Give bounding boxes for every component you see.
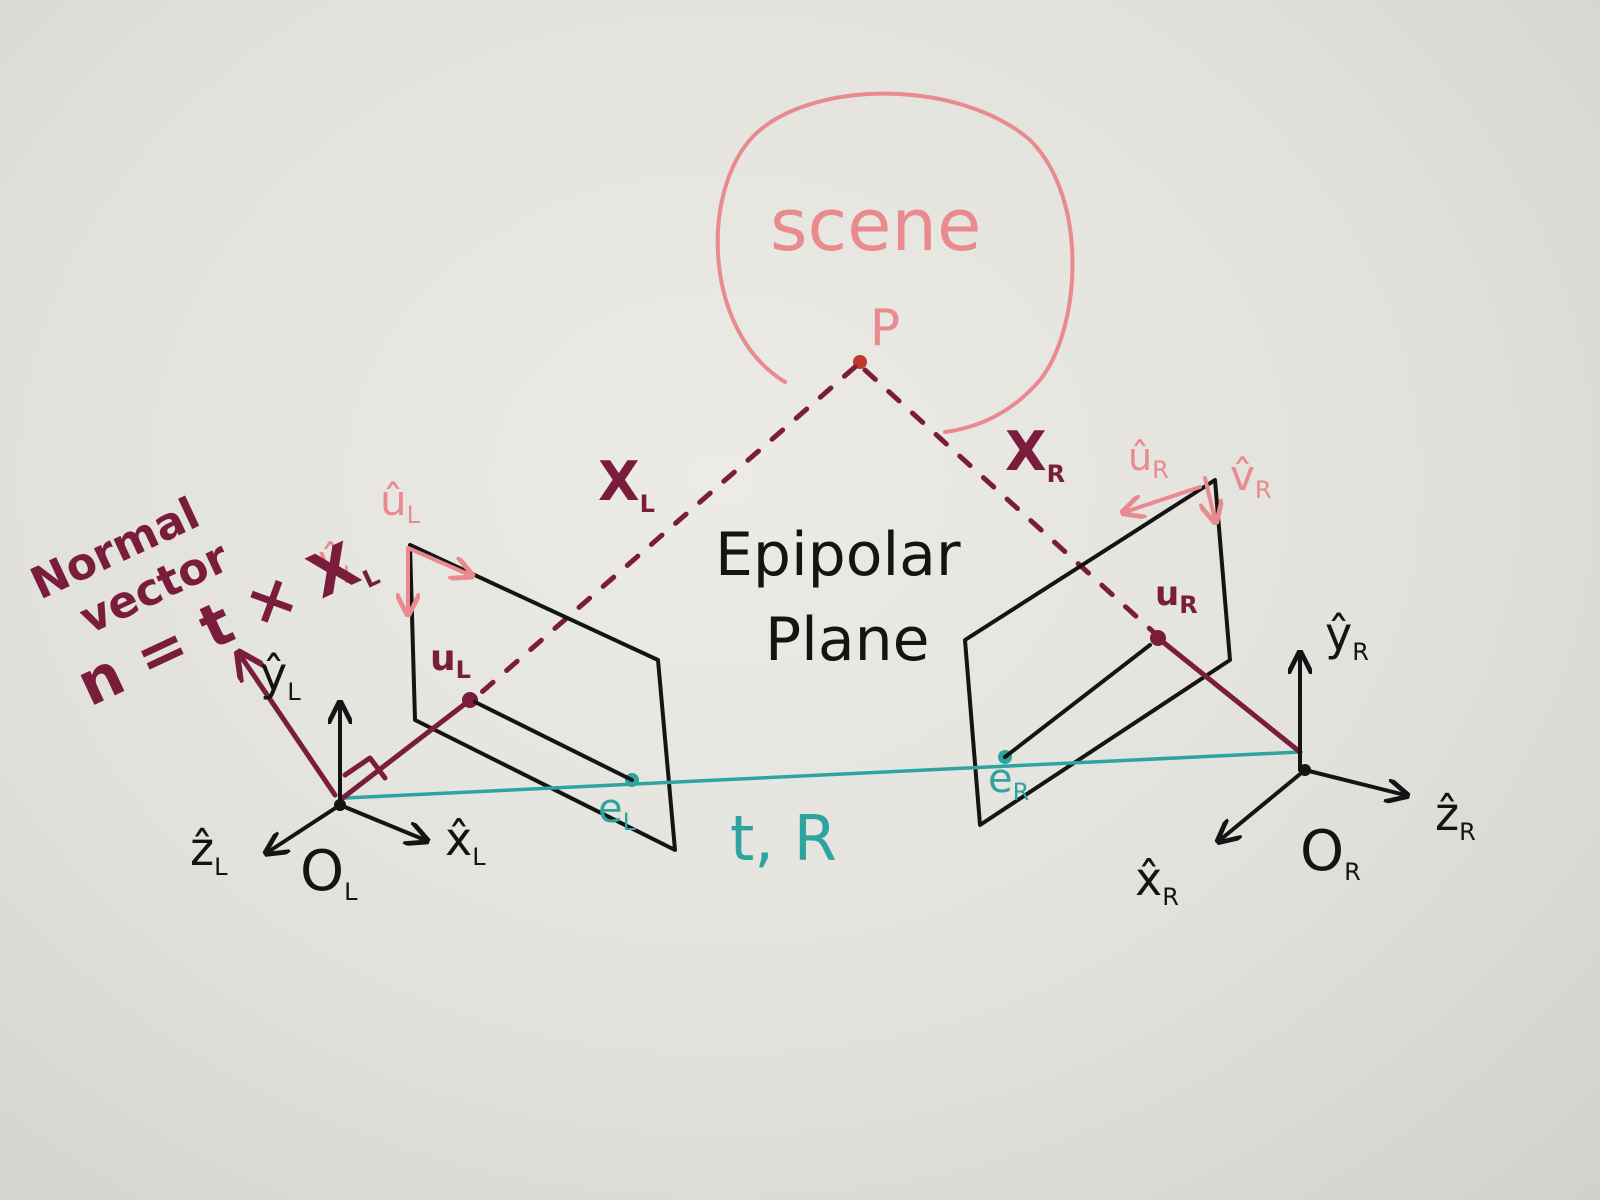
left-y-axis-label: ŷL xyxy=(260,647,301,706)
right-angle-mark xyxy=(342,755,388,781)
left-epipole-label: eL xyxy=(598,786,637,836)
left-epipolar-line xyxy=(473,700,634,782)
epipolar-plane-line1: Epipolar xyxy=(715,520,961,590)
left-z-axis xyxy=(268,803,342,852)
left-x-axis-label: x̂L xyxy=(445,812,486,871)
scene-label: scene xyxy=(770,183,981,267)
normal-vector-arrow xyxy=(240,655,338,798)
right-x-axis-label: x̂R xyxy=(1135,852,1179,911)
left-image-point xyxy=(462,692,478,708)
right-z-axis-label: ẑR xyxy=(1435,787,1476,846)
right-v-axis xyxy=(1205,476,1215,520)
left-ray-solid xyxy=(337,697,473,803)
right-image-point xyxy=(1150,630,1166,646)
point-p-label: P xyxy=(870,299,900,357)
baseline-label: t, R xyxy=(730,802,837,875)
right-epipole-label: eR xyxy=(988,756,1029,806)
ray-left-dashed xyxy=(472,364,858,701)
right-epipolar-line xyxy=(1003,643,1152,759)
right-ray-label: XR xyxy=(1005,420,1065,488)
baseline-line xyxy=(343,750,1302,800)
right-z-axis xyxy=(1303,768,1405,795)
ray-right-dashed xyxy=(862,367,1163,641)
left-u-axis xyxy=(406,546,470,575)
right-x-axis xyxy=(1220,768,1307,840)
scene-circle xyxy=(715,91,1075,434)
right-u-axis-label: ûR xyxy=(1128,435,1169,484)
right-origin-label: OR xyxy=(1300,819,1361,886)
left-v-axis-label: v̂L xyxy=(318,536,357,589)
right-ray-solid xyxy=(1155,635,1303,755)
epipolar-plane-line2: Plane xyxy=(765,605,930,675)
normal-vector-note: Normal vector n = t × XL xyxy=(23,488,384,721)
left-ray-label: XL xyxy=(598,450,655,518)
right-image-plane xyxy=(963,478,1232,827)
left-z-axis-label: ẑL xyxy=(190,822,228,881)
right-image-point-label: uR xyxy=(1155,574,1198,619)
right-u-axis xyxy=(1125,485,1202,512)
left-x-axis xyxy=(338,803,425,840)
left-image-plane xyxy=(408,543,677,852)
right-v-axis-label: v̂R xyxy=(1230,451,1272,504)
left-u-axis-label: ûL xyxy=(380,476,421,529)
left-origin-label: OL xyxy=(300,839,358,906)
left-image-point-label: uL xyxy=(430,638,471,684)
right-y-axis-label: ŷR xyxy=(1325,607,1369,666)
